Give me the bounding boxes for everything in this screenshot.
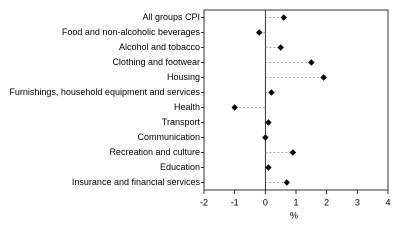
x-tick-label: -2 [200, 197, 208, 207]
plot-frame [203, 9, 389, 191]
y-tick-label: Housing [167, 72, 200, 82]
x-tick-label: 3 [355, 197, 360, 207]
y-tick-label: Health [174, 102, 200, 112]
x-tick-label: 4 [385, 197, 390, 207]
y-tick-label: Education [160, 162, 200, 172]
y-tick-label: Communication [137, 132, 200, 142]
x-axis-label: % [290, 210, 298, 220]
x-tick-label: 2 [324, 197, 329, 207]
y-tick-label: Recreation and culture [109, 147, 200, 157]
dot [308, 59, 315, 66]
y-tick-label: Alcohol and tobacco [119, 42, 200, 52]
dot [265, 119, 272, 126]
x-tick-label: -1 [231, 197, 239, 207]
dot [268, 89, 275, 96]
dot [262, 134, 269, 141]
dot [256, 29, 263, 36]
dot [231, 104, 238, 111]
dot [265, 164, 272, 171]
dot [283, 179, 290, 186]
y-tick-label: Clothing and footwear [112, 57, 200, 67]
x-tick-label: 1 [293, 197, 298, 207]
dot [277, 44, 284, 51]
y-tick-label: Insurance and financial services [72, 177, 201, 187]
y-tick-label: Food and non-alcoholic beverages [62, 27, 201, 37]
chart: % -2 -1 0 1 2 3 4 All groups CPI Food and non-al… [9, 9, 391, 220]
y-tick-label: Transport [162, 117, 201, 127]
dot [320, 74, 327, 81]
y-tick-label: Furnishings, household equipment and ser… [9, 87, 200, 97]
dot [280, 14, 287, 21]
dot [289, 149, 297, 156]
x-tick-label: 0 [263, 197, 268, 207]
y-tick-label: All groups CPI [142, 12, 200, 22]
